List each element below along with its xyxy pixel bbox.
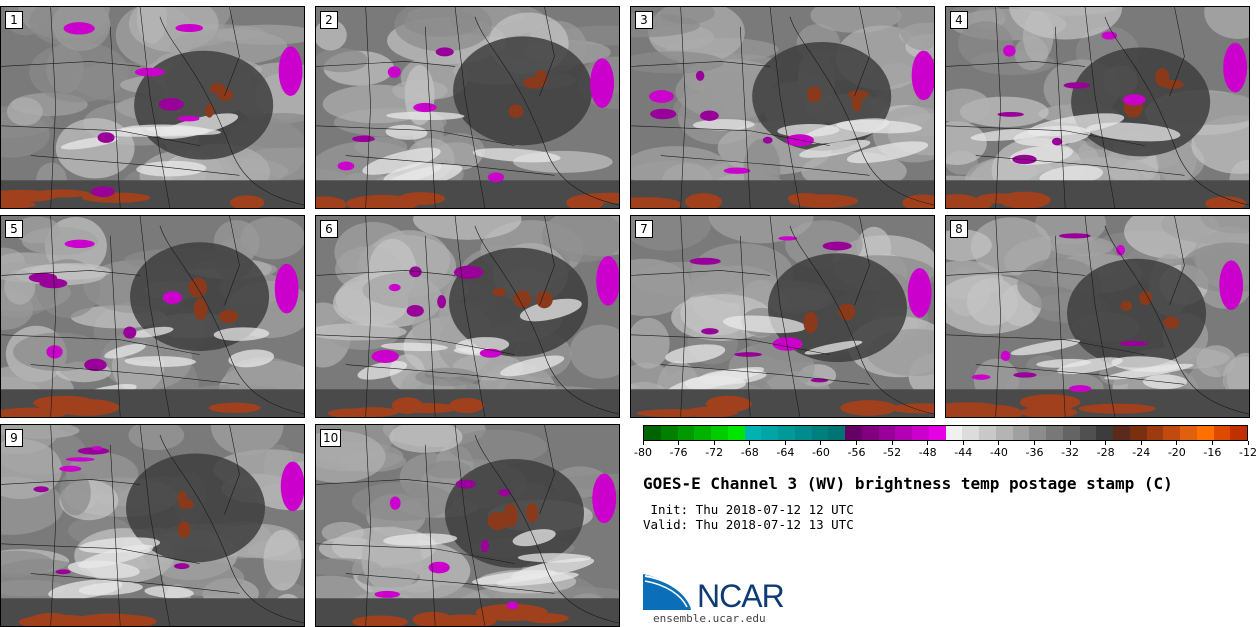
ensemble-member-panel: 8 [945, 215, 1250, 418]
colorbar-swatch [945, 426, 963, 440]
colorbar-swatch [794, 426, 812, 440]
colorbar-tick: -60 [801, 441, 841, 459]
colorbar-tick: -12 [1228, 441, 1260, 459]
colorbar-tick: -28 [1086, 441, 1126, 459]
panel-number: 4 [950, 11, 968, 29]
panel-number: 6 [320, 220, 338, 238]
ensemble-member-panel: 1 [0, 6, 305, 209]
colorbar-swatch [727, 426, 745, 440]
water-vapor-map [946, 216, 1249, 417]
panel-number: 7 [635, 220, 653, 238]
colorbar-swatch [1046, 426, 1063, 440]
panel-number: 5 [5, 220, 23, 238]
colorbar-swatch [895, 426, 912, 440]
colorbar-tick: -76 [659, 441, 699, 459]
colorbar-swatch [1196, 426, 1214, 440]
colorbar-tick: -48 [908, 441, 948, 459]
colorbar-swatch [1096, 426, 1113, 440]
colorbar-tick: -40 [979, 441, 1019, 459]
colorbar-swatch [845, 426, 862, 440]
panel-number: 8 [950, 220, 968, 238]
colorbar-swatch [1029, 426, 1046, 440]
colorbar-swatch [711, 426, 728, 440]
ensemble-member-panel: 4 [945, 6, 1250, 209]
colorbar-tick: -36 [1014, 441, 1054, 459]
ensemble-member-panel: 5 [0, 215, 305, 418]
water-vapor-map [316, 216, 619, 417]
ensemble-member-panel: 3 [630, 6, 935, 209]
colorbar-tick: -52 [872, 441, 912, 459]
colorbar-tick: -64 [765, 441, 805, 459]
valid-time: Valid: Thu 2018-07-12 13 UTC [643, 517, 854, 532]
colorbar-swatch [778, 426, 795, 440]
colorbar-swatch [1163, 426, 1180, 440]
ensemble-member-panel: 9 [0, 424, 305, 627]
water-vapor-map [1, 216, 304, 417]
water-vapor-map [316, 425, 619, 626]
colorbar-tick: -24 [1121, 441, 1161, 459]
figure-title: GOES-E Channel 3 (WV) brightness temp po… [643, 474, 1173, 493]
panel-number: 9 [5, 429, 23, 447]
colorbar-swatch [1213, 426, 1231, 440]
colorbar-swatch [1146, 426, 1164, 440]
colorbar-tick: -56 [837, 441, 877, 459]
water-vapor-map [1, 425, 304, 626]
water-vapor-map [946, 7, 1249, 208]
site-url[interactable]: ensemble.ucar.edu [653, 612, 766, 625]
colorbar-tick: -80 [623, 441, 663, 459]
colorbar-swatch [962, 426, 979, 440]
ensemble-member-panel: 7 [630, 215, 935, 418]
water-vapor-map [631, 216, 934, 417]
colorbar-swatch [928, 426, 946, 440]
colorbar-swatch [694, 426, 711, 440]
colorbar-swatch [744, 426, 762, 440]
colorbar-swatch [1129, 426, 1147, 440]
colorbar-swatch [878, 426, 896, 440]
colorbar-tick: -44 [943, 441, 983, 459]
ensemble-member-panel: 6 [315, 215, 620, 418]
water-vapor-map [631, 7, 934, 208]
colorbar-swatch [995, 426, 1013, 440]
panel-number: 2 [320, 11, 338, 29]
colorbar-tick: -72 [694, 441, 734, 459]
colorbar-swatch [1230, 426, 1247, 440]
panel-number: 10 [320, 429, 342, 447]
colorbar-swatch [677, 426, 695, 440]
water-vapor-map [1, 7, 304, 208]
water-vapor-map [316, 7, 619, 208]
colorbar-swatch [828, 426, 845, 440]
panel-number: 1 [5, 11, 23, 29]
ensemble-member-panel: 2 [315, 6, 620, 209]
colorbar-swatch [644, 426, 661, 440]
colorbar-tick: -16 [1192, 441, 1232, 459]
init-time: Init: Thu 2018-07-12 12 UTC [643, 502, 854, 517]
colorbar-swatch [761, 426, 778, 440]
colorbar-swatch [861, 426, 879, 440]
colorbar-swatch [660, 426, 678, 440]
ncar-logo-text: NCAR [697, 578, 785, 614]
colorbar-tick: -20 [1157, 441, 1197, 459]
colorbar-swatch [811, 426, 829, 440]
colorbar-tick: -32 [1050, 441, 1090, 459]
panel-number: 3 [635, 11, 653, 29]
colorbar-swatch [912, 426, 929, 440]
colorbar-swatch [1012, 426, 1030, 440]
ensemble-member-panel: 10 [315, 424, 620, 627]
colorbar-tick: -68 [730, 441, 770, 459]
colorbar-swatch [1062, 426, 1080, 440]
colorbar-swatch [979, 426, 996, 440]
colorbar [643, 425, 1248, 441]
colorbar-swatch [1180, 426, 1197, 440]
ncar-logo-icon [643, 574, 692, 610]
colorbar-swatch [1079, 426, 1097, 440]
colorbar-ticks: -80 -76 -72 -68 -64 -60 -56 -52 -48 -44 -40 -36 -32-… [634, 441, 1257, 461]
colorbar-swatch [1113, 426, 1130, 440]
